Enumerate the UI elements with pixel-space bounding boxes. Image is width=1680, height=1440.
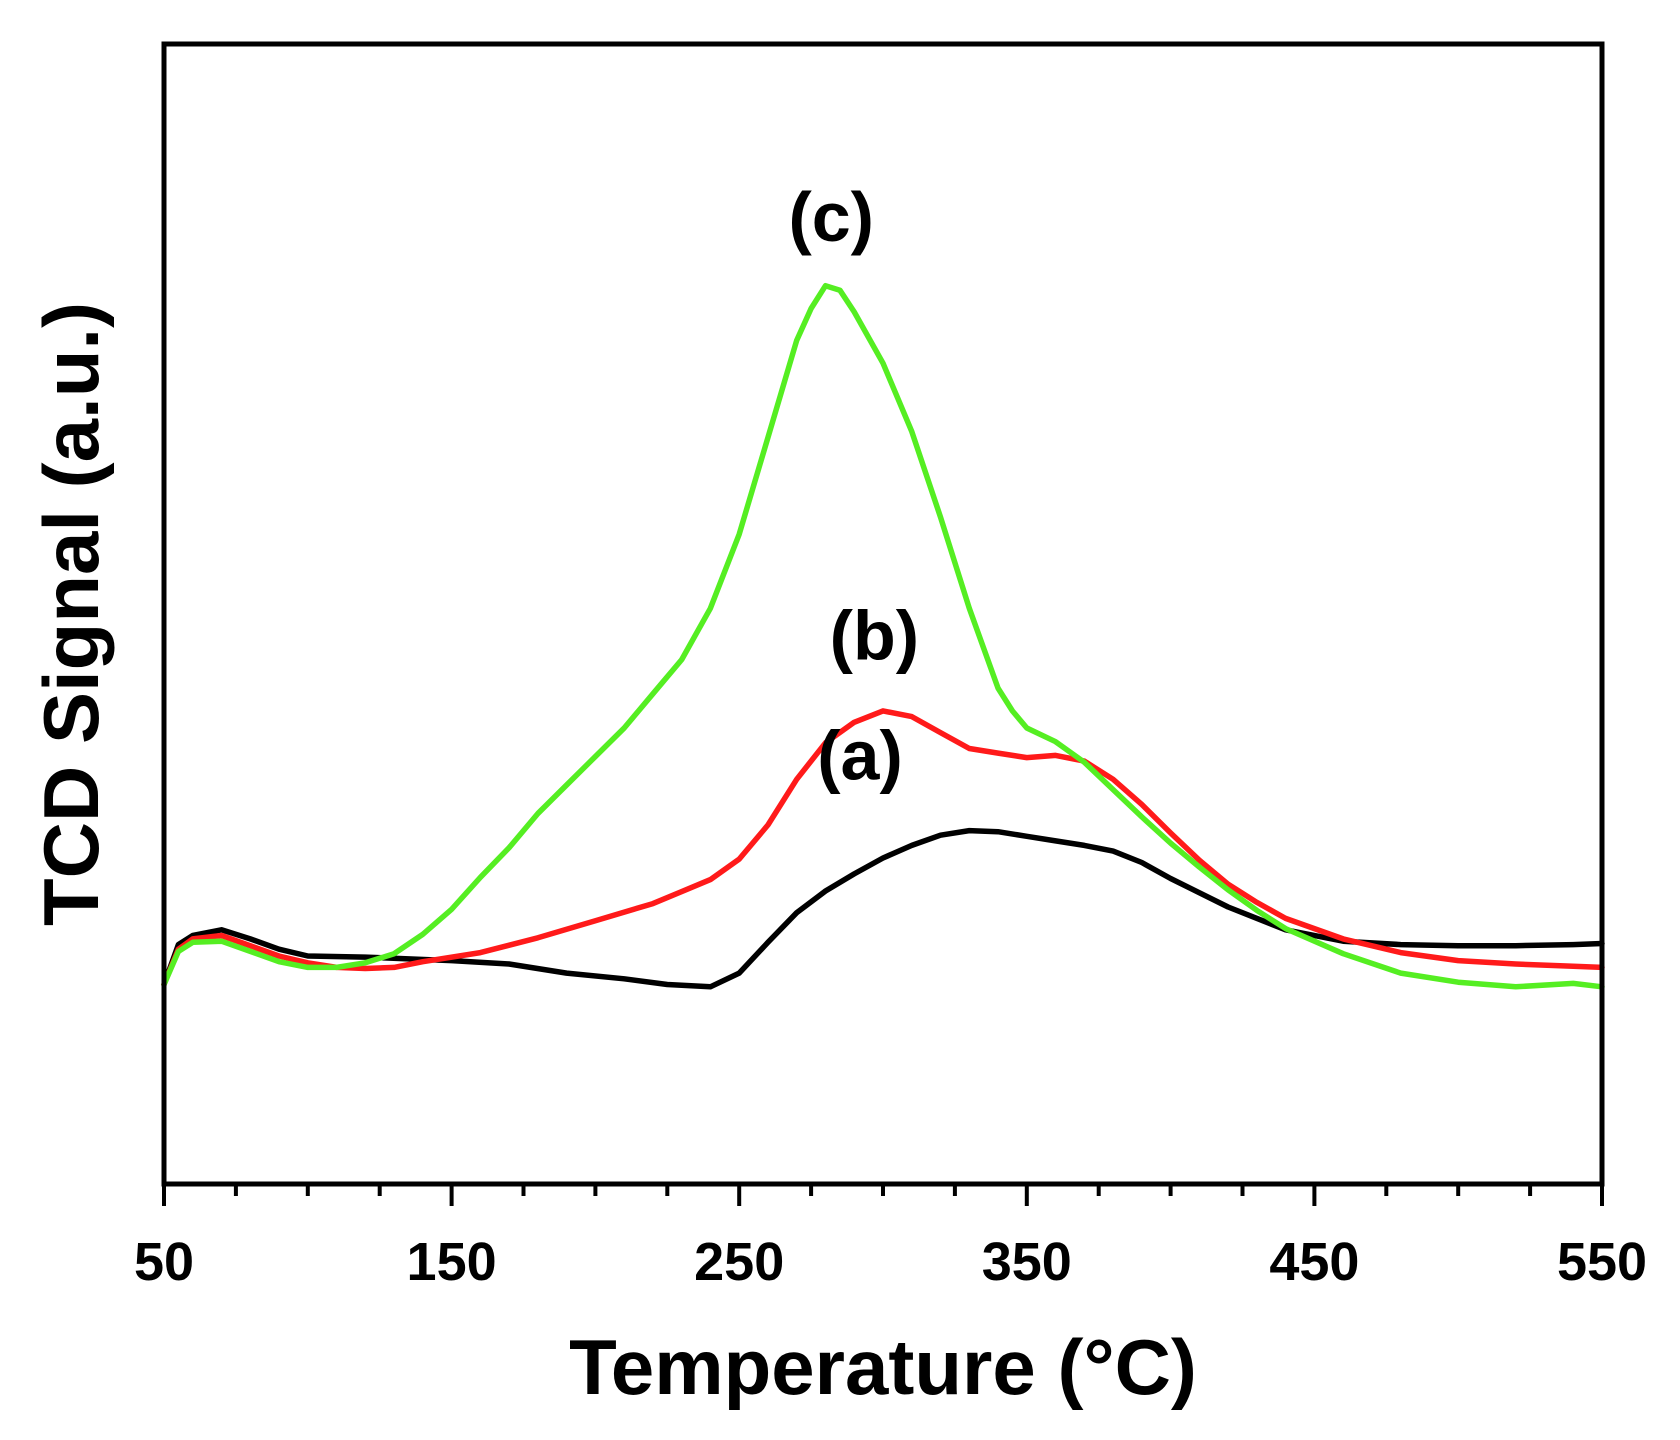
x-axis-title: Temperature (°C)	[569, 1323, 1197, 1411]
x-tick-label: 450	[1269, 1232, 1359, 1292]
series-label-c: (c)	[788, 178, 874, 256]
x-ticks	[162, 1184, 1604, 1206]
series-line-c	[161, 282, 1605, 990]
x-tick-label: 550	[1557, 1232, 1647, 1292]
series-label-b: (b)	[830, 597, 919, 675]
series-layer	[161, 282, 1605, 990]
series-line-a	[161, 827, 1605, 990]
x-tick-labels: 50 150 250 350 450 550	[134, 1232, 1647, 1292]
x-tick-label: 250	[694, 1232, 784, 1292]
series-labels: (c) (b) (a)	[788, 178, 919, 794]
y-axis-title: TCD Signal (a.u.)	[27, 302, 115, 926]
series-label-a: (a)	[817, 716, 903, 794]
x-tick-label: 150	[407, 1232, 497, 1292]
x-tick-label: 50	[134, 1232, 194, 1292]
x-tick-label: 350	[982, 1232, 1072, 1292]
